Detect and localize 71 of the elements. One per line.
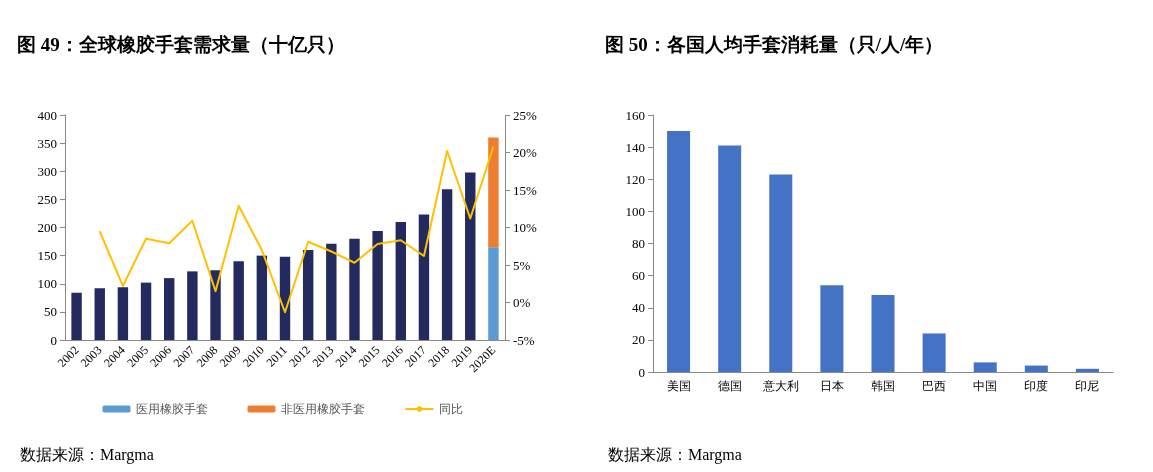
bar [871,294,895,372]
bar [441,189,453,340]
bar [1024,365,1048,372]
bar [326,243,337,340]
x-tick-label: 意大利 [761,379,799,393]
bar [187,271,198,340]
bar [302,250,314,340]
bar [418,214,430,340]
bar [210,270,221,340]
bar [372,230,383,340]
y-tick-label: 100 [625,203,645,219]
bar [922,333,946,372]
source-note: 数据来源：Margma [20,445,154,464]
y-tick-label: 80 [632,236,645,251]
y-tick-label: 150 [37,248,57,264]
x-tick-label: 美国 [666,379,691,393]
chart-title: 图 49：全球橡胶手套需求量（十亿只） [17,34,345,55]
bar [1075,368,1099,372]
legend-label: 同比 [438,402,463,416]
y-tick-label: 40 [632,300,645,316]
y2-tick-label: 5% [513,257,531,273]
y-tick-label: 350 [37,135,57,151]
y2-tick-label: 10% [513,220,537,235]
bar [718,145,742,372]
x-tick-label: 日本 [819,379,844,393]
y-tick-label: 400 [37,107,57,123]
y-tick-label: 100 [37,276,57,292]
x-tick-label: 印尼 [1075,379,1100,393]
bar [488,137,499,248]
y-tick-label: 250 [37,191,57,207]
y2-tick-label: 25% [513,107,537,123]
bar [667,131,691,372]
bar [71,292,82,340]
y2-tick-label: -5% [513,332,535,348]
y-tick-label: 120 [625,171,645,187]
source-note: 数据来源：Margma [608,445,742,464]
y-tick-label: 20 [632,332,645,348]
y-tick-label: 300 [37,163,57,179]
y-tick-label: 0 [638,364,645,380]
line-series [98,145,495,314]
x-tick-label: 印度 [1024,379,1049,393]
y2-tick-label: 15% [513,182,537,198]
bar [973,362,997,372]
bar [140,282,152,340]
x-tick-label: 韩国 [871,379,895,393]
legend-label: 非医用橡胶手套 [280,402,365,416]
y-tick-label: 200 [37,220,57,235]
x-tick-label: 2011 [263,343,290,370]
bar [820,285,844,372]
y-tick-label: 0 [50,332,57,348]
bar [769,174,793,372]
x-tick-label: 德国 [717,379,742,393]
bar [488,247,499,340]
bar [395,221,406,340]
y-tick-label: 50 [44,304,57,320]
y-tick-label: 160 [625,107,645,123]
bar [94,288,105,340]
bar [117,287,129,340]
bar [233,261,244,340]
chart-title: 图 50：各国人均手套消耗量（只/人/年） [605,34,944,55]
x-tick-label: 中国 [973,379,998,393]
y-tick-label: 140 [625,139,645,155]
bar [164,278,175,340]
bar [465,172,476,340]
legend-label: 医用橡胶手套 [135,402,208,416]
bar [256,255,268,340]
y-tick-label: 60 [632,268,645,284]
x-tick-label: 巴西 [922,379,947,393]
y2-tick-label: 20% [513,145,537,160]
y2-tick-label: 0% [513,295,531,310]
bar [349,238,360,340]
